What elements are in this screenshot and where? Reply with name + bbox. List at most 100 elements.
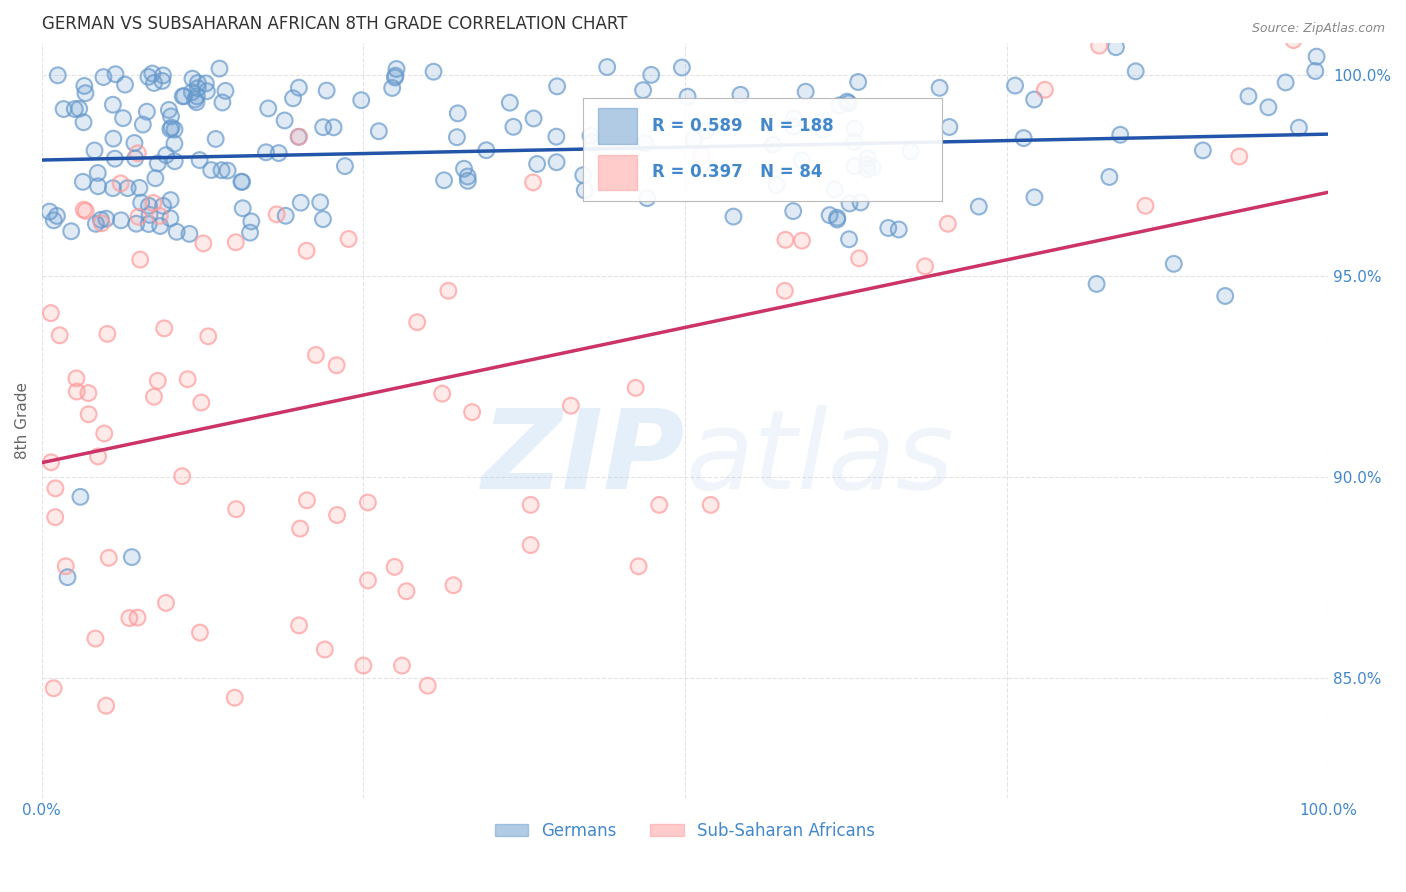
Point [146, 374, 169, 388]
Point [48, 328, 70, 343]
Point [967, 200, 990, 214]
Point [39, 306, 62, 320]
Point [127, 210, 149, 224]
Point [110, 213, 132, 227]
Point [385, 62, 408, 76]
Point [214, 84, 236, 98]
Point [172, 469, 194, 483]
Point [314, 642, 336, 657]
Point [56, 570, 79, 584]
Point [163, 154, 186, 169]
Point [682, 133, 704, 147]
Point [93, 426, 115, 441]
Point [69, 490, 91, 504]
Point [844, 135, 866, 149]
Point [1135, 199, 1157, 213]
Point [433, 173, 456, 187]
Point [112, 111, 135, 125]
Point [67, 102, 90, 116]
Point [1109, 128, 1132, 142]
Point [782, 120, 804, 134]
Point [395, 584, 418, 599]
Point [1004, 78, 1026, 93]
Point [232, 201, 254, 215]
Point [1163, 257, 1185, 271]
Point [526, 157, 548, 171]
Point [225, 235, 247, 250]
Point [96, 326, 118, 341]
Point [172, 89, 194, 103]
Point [312, 212, 335, 227]
Point [104, 152, 127, 166]
Point [546, 129, 568, 144]
Point [596, 60, 619, 74]
Point [281, 91, 304, 105]
Point [93, 426, 115, 441]
Point [142, 390, 165, 404]
Point [384, 70, 406, 85]
Point [124, 152, 146, 166]
Point [77, 407, 100, 421]
Point [333, 159, 356, 173]
Point [267, 146, 290, 161]
Point [142, 196, 165, 211]
Point [928, 80, 950, 95]
Point [159, 122, 181, 136]
Point [384, 69, 406, 83]
Point [453, 161, 475, 176]
Point [288, 80, 311, 95]
Point [208, 62, 231, 76]
Point [457, 169, 479, 184]
Point [163, 122, 186, 136]
Point [128, 181, 150, 195]
Point [152, 199, 174, 213]
Point [155, 148, 177, 162]
Point [877, 221, 900, 235]
Point [124, 136, 146, 150]
Y-axis label: 8th Grade: 8th Grade [15, 382, 30, 459]
Point [188, 153, 211, 167]
Point [149, 219, 172, 233]
Point [150, 74, 173, 88]
Point [101, 97, 124, 112]
Point [188, 625, 211, 640]
Point [676, 89, 699, 103]
Point [1303, 64, 1326, 78]
Point [44, 481, 66, 495]
Point [1105, 40, 1128, 54]
Point [143, 76, 166, 90]
Point [83, 144, 105, 158]
Point [187, 76, 209, 90]
Point [187, 76, 209, 90]
Point [103, 131, 125, 145]
Point [84, 632, 107, 646]
Point [96, 211, 118, 226]
Point [813, 122, 835, 136]
Point [288, 129, 311, 144]
Point [325, 358, 347, 372]
Point [441, 578, 464, 592]
Point [640, 68, 662, 82]
Point [90, 212, 112, 227]
Point [172, 469, 194, 483]
Point [699, 498, 721, 512]
Point [813, 122, 835, 136]
Point [138, 208, 160, 222]
Point [152, 69, 174, 83]
Point [204, 132, 226, 146]
Point [186, 89, 208, 103]
Point [295, 493, 318, 508]
Point [66, 384, 89, 399]
Point [315, 84, 337, 98]
Point [141, 66, 163, 80]
Point [624, 381, 647, 395]
Point [83, 144, 105, 158]
Point [75, 86, 97, 100]
Point [121, 550, 143, 565]
Point [44, 510, 66, 524]
Point [127, 146, 149, 161]
Point [848, 252, 870, 266]
Point [257, 102, 280, 116]
Point [42, 681, 65, 696]
Point [138, 70, 160, 84]
